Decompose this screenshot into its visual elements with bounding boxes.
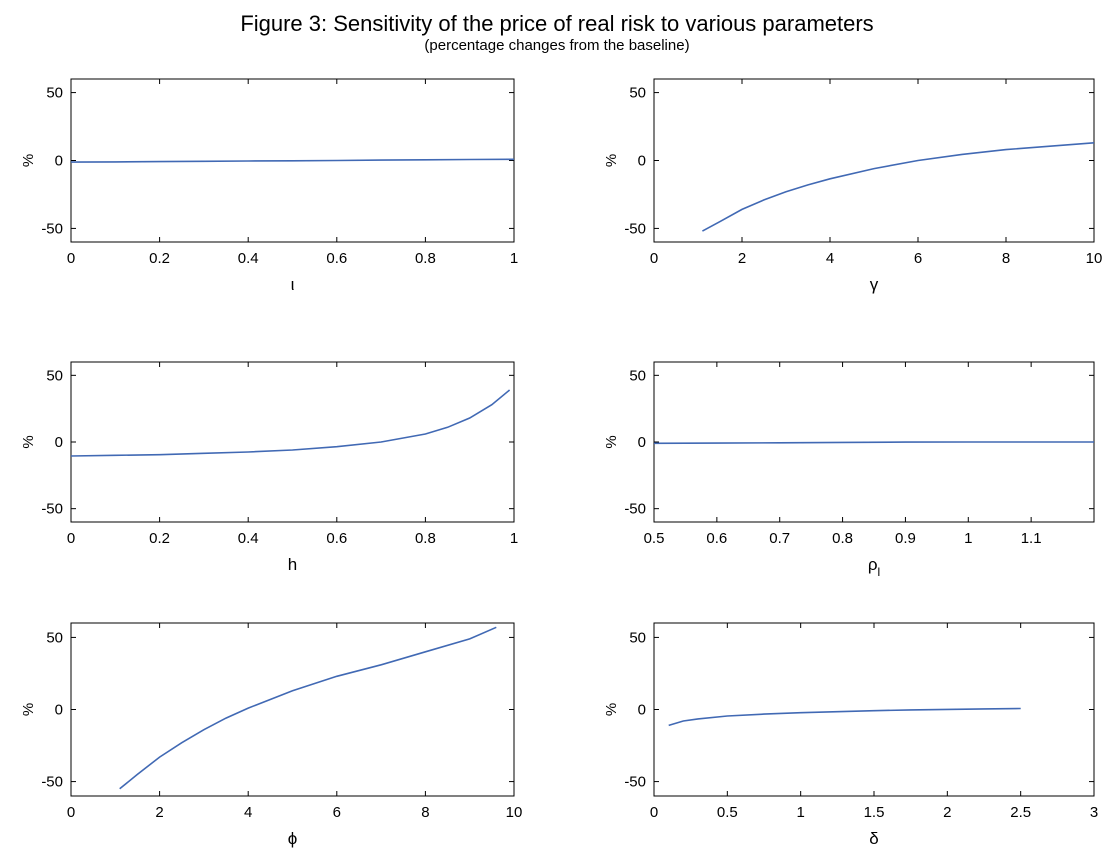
x-tick-label: 0.7: [769, 530, 790, 547]
y-tick-label: 50: [629, 367, 646, 384]
x-tick-label: 4: [244, 804, 252, 821]
y-axis-label: %: [603, 435, 620, 448]
y-tick-label: 0: [638, 153, 646, 170]
y-tick-label: -50: [624, 220, 646, 237]
x-tick-label: 0: [650, 804, 658, 821]
series-line-1: [702, 142, 1095, 232]
y-tick-label: -50: [41, 501, 63, 518]
y-tick-label: 50: [46, 629, 63, 646]
series-line-1: [70, 158, 515, 163]
x-tick-label: 1.1: [1021, 530, 1042, 547]
plot-frame: [653, 78, 1095, 243]
x-tick-label: 10: [506, 804, 523, 821]
figure-subtitle: (percentage changes from the baseline): [424, 37, 690, 54]
chart-panel-4: 0.5 0.6 0.7 0.8 0.9 1 1.1 -50 0 50 ρl%: [603, 361, 1095, 579]
y-axis-label: %: [603, 703, 620, 716]
y-tick-label: 50: [629, 629, 646, 646]
x-tick-label: 0.6: [326, 530, 347, 547]
x-tick-label: 0.6: [326, 250, 347, 267]
x-axis-label: γ: [870, 275, 879, 294]
x-tick-label: 1: [510, 250, 518, 267]
y-axis-label: %: [20, 435, 37, 448]
x-tick-label: 1.5: [864, 804, 885, 821]
y-tick-label: -50: [624, 774, 646, 791]
x-axis-label: h: [288, 555, 297, 574]
x-tick-label: 3: [1090, 804, 1098, 821]
y-axis-label: %: [20, 703, 37, 716]
x-tick-label: 2: [738, 250, 746, 267]
series-line-1: [653, 441, 1094, 445]
x-tick-label: 8: [1002, 250, 1010, 267]
y-tick-label: -50: [41, 774, 63, 791]
x-tick-label: 8: [421, 804, 429, 821]
x-tick-label: 2.5: [1010, 804, 1031, 821]
x-tick-label: 1: [510, 530, 518, 547]
x-tick-label: 6: [914, 250, 922, 267]
y-tick-label: 50: [46, 367, 63, 384]
x-tick-label: 0.8: [832, 530, 853, 547]
x-tick-label: 0.6: [706, 530, 727, 547]
x-axis-label: ρl: [868, 555, 880, 579]
y-tick-label: 0: [638, 434, 646, 451]
y-tick-label: 0: [55, 153, 63, 170]
y-tick-label: 50: [46, 85, 63, 102]
x-tick-label: 2: [943, 804, 951, 821]
y-tick-label: -50: [41, 220, 63, 237]
x-tick-label: 0.8: [415, 250, 436, 267]
series-line-1: [668, 707, 1021, 727]
y-tick-label: 0: [638, 702, 646, 719]
x-tick-label: 0: [67, 530, 75, 547]
x-tick-label: 0: [67, 804, 75, 821]
x-tick-label: 0.5: [644, 530, 665, 547]
x-tick-label: 0.4: [238, 250, 259, 267]
y-tick-label: -50: [624, 501, 646, 518]
x-tick-label: 0.8: [415, 530, 436, 547]
x-tick-label: 0.9: [895, 530, 916, 547]
x-tick-label: 0: [67, 250, 75, 267]
y-axis-label: %: [20, 154, 37, 167]
series-line-1: [70, 389, 511, 457]
x-tick-label: 1: [796, 804, 804, 821]
plot-frame: [70, 622, 515, 797]
x-tick-label: 2: [155, 804, 163, 821]
x-tick-label: 0.2: [149, 530, 170, 547]
x-tick-label: 4: [826, 250, 834, 267]
x-tick-label: 0.2: [149, 250, 170, 267]
x-tick-label: 0.4: [238, 530, 259, 547]
x-axis-label: ι: [291, 275, 295, 294]
x-tick-label: 10: [1086, 250, 1103, 267]
x-tick-label: 1: [964, 530, 972, 547]
series-line-1: [119, 626, 497, 790]
x-axis-label: ϕ: [288, 829, 298, 848]
plot-frame: [70, 361, 515, 523]
x-tick-label: 6: [333, 804, 341, 821]
x-tick-label: 0: [650, 250, 658, 267]
y-tick-label: 0: [55, 702, 63, 719]
y-axis-label: %: [603, 154, 620, 167]
x-axis-label: δ: [869, 829, 878, 848]
y-tick-label: 50: [629, 85, 646, 102]
x-tick-label: 0.5: [717, 804, 738, 821]
plot-frame: [653, 622, 1095, 797]
figure-title: Figure 3: Sensitivity of the price of re…: [240, 11, 874, 36]
y-tick-label: 0: [55, 434, 63, 451]
